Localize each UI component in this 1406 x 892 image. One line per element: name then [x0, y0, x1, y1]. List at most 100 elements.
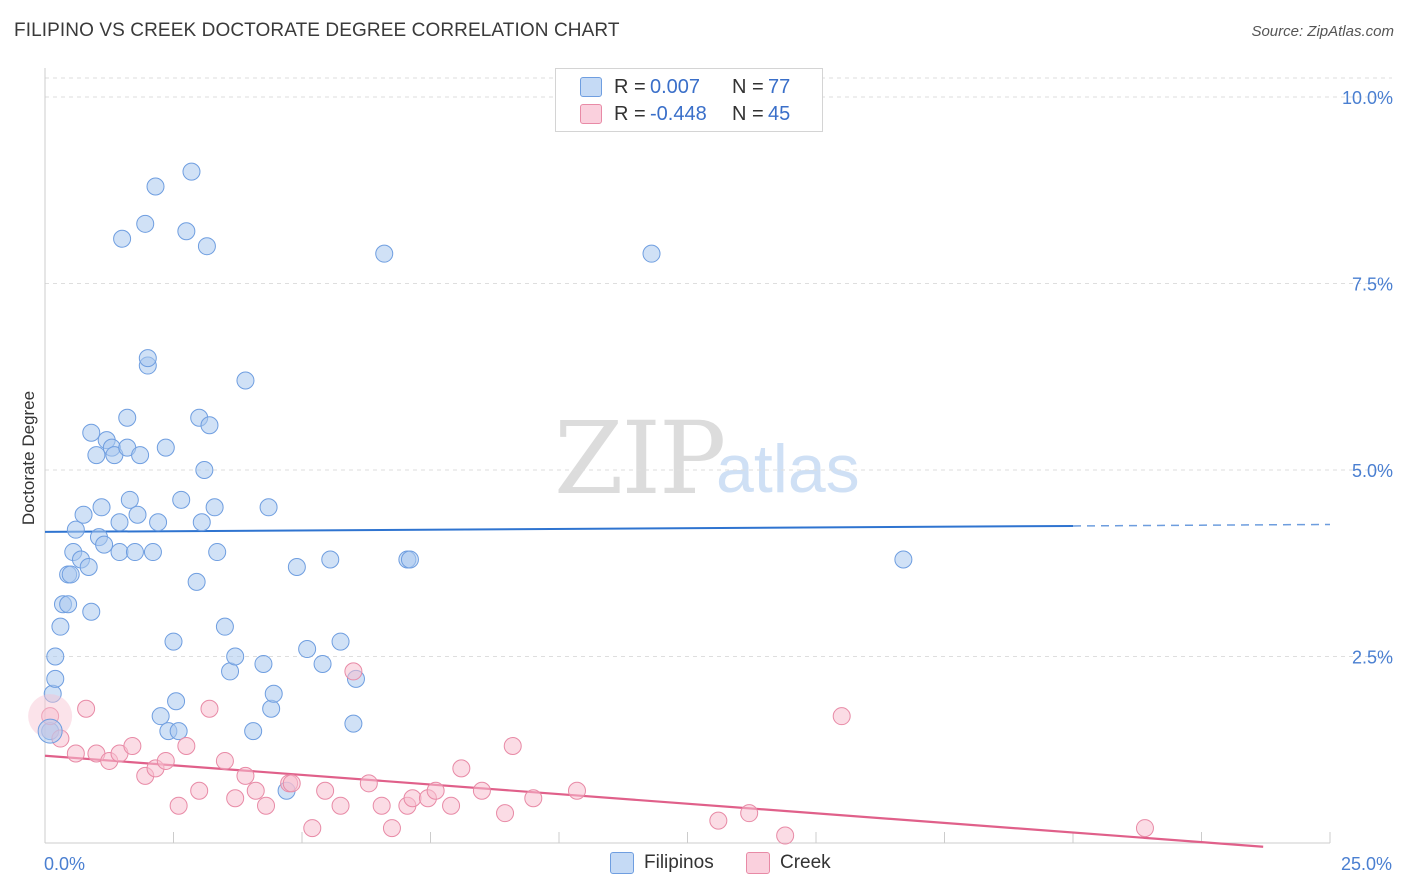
legend-n-value: 45	[768, 102, 791, 125]
axes	[44, 68, 1331, 844]
creek-point	[282, 774, 301, 793]
legend-swatch-filipinos	[610, 852, 634, 874]
legend-r-value: 0.007	[650, 75, 701, 98]
creek-point	[1135, 819, 1154, 838]
x-tick-label: 0.0%	[44, 854, 85, 874]
y-tick-label: 5.0%	[1352, 461, 1393, 481]
filipinos-point	[138, 349, 157, 368]
chart-source: Source: ZipAtlas.com	[1251, 23, 1394, 40]
creek-point	[344, 662, 363, 681]
y-tick-label: 2.5%	[1352, 648, 1393, 668]
creek-point	[503, 737, 522, 756]
creek-point	[77, 699, 96, 718]
filipinos-point	[192, 513, 211, 532]
legend-r-value: -0.448	[650, 102, 707, 125]
filipinos-point	[82, 423, 101, 442]
filipinos-point	[215, 617, 234, 636]
filipinos-point	[167, 692, 186, 711]
filipinos-point	[298, 640, 317, 659]
filipinos-point	[244, 722, 263, 741]
filipinos-trend-extension	[1072, 523, 1331, 527]
filipinos-trend-line	[44, 524, 1074, 533]
legend-n-label: N =	[732, 75, 764, 98]
filipinos-point	[136, 214, 155, 233]
chart-title: FILIPINO VS CREEK DOCTORATE DEGREE CORRE…	[14, 20, 620, 41]
creek-point	[215, 751, 234, 770]
filipinos-point	[375, 244, 394, 263]
creek-point	[226, 789, 245, 808]
creek-point	[303, 819, 322, 838]
filipinos-point	[46, 669, 65, 688]
creek-point	[776, 826, 795, 845]
filipinos-point	[642, 244, 661, 263]
filipinos-point	[74, 505, 93, 524]
creek-point	[709, 811, 728, 830]
filipinos-point	[208, 543, 227, 562]
creek-point	[169, 796, 188, 815]
legend-item-creek[interactable]: Creek	[746, 852, 831, 874]
filipinos-point	[200, 416, 219, 435]
creek-point	[403, 789, 422, 808]
filipinos-point	[79, 557, 98, 576]
filipinos-point	[344, 714, 363, 733]
filipinos-point	[146, 177, 165, 196]
filipinos-point	[128, 505, 147, 524]
filipinos-point	[110, 543, 129, 562]
y-tick-label: 7.5%	[1352, 275, 1393, 295]
filipinos-point	[87, 446, 106, 465]
legend-row-creek: R = -0.448 N = 45	[580, 101, 790, 127]
watermark-zip: ZIP	[554, 400, 726, 517]
filipinos-point	[236, 371, 255, 390]
creek-point	[66, 744, 85, 763]
creek-point	[177, 737, 196, 756]
legend-swatch-creek	[746, 852, 770, 874]
creek-point	[200, 699, 219, 718]
filipinos-point	[254, 654, 273, 673]
filipinos-point	[205, 498, 224, 517]
filipinos-point	[113, 229, 132, 248]
creek-point	[426, 781, 445, 800]
creek-point	[372, 796, 391, 815]
creek-point	[740, 804, 759, 823]
grid-lines	[45, 77, 1392, 657]
legend-r-label: R =	[614, 102, 646, 125]
filipinos-point	[172, 490, 191, 509]
filipinos-point	[131, 446, 150, 465]
legend-label-creek: Creek	[780, 852, 831, 873]
filipinos-point	[169, 722, 188, 741]
creek-point	[123, 737, 142, 756]
filipinos-point	[151, 707, 170, 726]
watermark-atlas: atlas	[716, 431, 860, 507]
creek-point	[382, 819, 401, 838]
filipinos-point	[61, 565, 80, 584]
series-legend: Filipinos Creek	[0, 852, 1406, 878]
filipinos-point	[195, 461, 214, 479]
y-tick-label: 10.0%	[1342, 88, 1393, 108]
filipinos-point	[221, 662, 240, 681]
tick-labels: 2.5% 5.0% 7.5% 10.0% 0.0% 25.0%	[44, 88, 1393, 874]
legend-n-label: N =	[732, 102, 764, 125]
legend-item-filipinos[interactable]: Filipinos	[610, 852, 714, 874]
creek-point	[472, 781, 491, 800]
filipinos-point	[46, 647, 65, 666]
data-points	[28, 162, 1154, 845]
filipinos-point	[197, 237, 216, 256]
creek-point	[190, 781, 209, 800]
filipinos-point	[264, 684, 283, 703]
legend-swatch-creek	[580, 104, 602, 124]
creek-point	[316, 781, 335, 800]
legend-r-label: R =	[614, 75, 646, 98]
filipinos-point	[156, 438, 175, 457]
filipinos-point	[95, 535, 114, 554]
creek-point	[246, 781, 265, 800]
filipinos-point	[262, 699, 281, 718]
filipinos-point	[66, 520, 85, 539]
filipinos-point	[187, 572, 206, 591]
legend-label-filipinos: Filipinos	[644, 852, 714, 873]
filipinos-point	[331, 632, 350, 651]
creek-point	[359, 774, 378, 793]
creek-point	[331, 796, 350, 815]
filipinos-point	[51, 617, 70, 636]
creek-point	[832, 707, 851, 726]
